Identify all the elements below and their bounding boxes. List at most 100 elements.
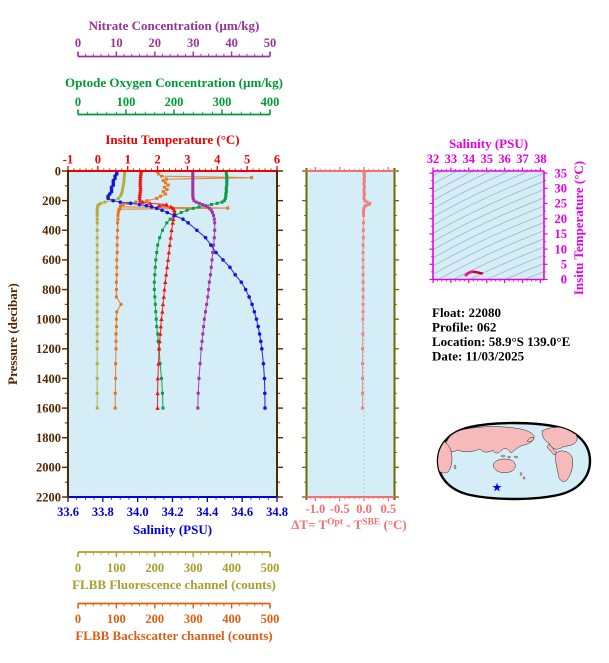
ts-temperature-axis-title: Insitu Temperature (°C): [571, 161, 586, 295]
salinity-tick-label: 34.2: [162, 505, 184, 519]
salinity-tick-label: 34.0: [127, 505, 149, 519]
delta-tick-label: -1.0: [306, 502, 326, 516]
backscatter-tick-label: 200: [145, 612, 164, 626]
nitrate-tick-label: 30: [187, 36, 200, 50]
temperature-tick-label: -1: [63, 153, 73, 167]
ts-temperature-tick-label: 25: [555, 197, 568, 211]
fluorescence-axis-title: FLBB Fluorescence channel (counts): [72, 577, 276, 592]
temperature-tick-label: 5: [244, 153, 250, 167]
delta-tick-label: 0.0: [356, 502, 372, 516]
island-new-zealand-south: [522, 476, 526, 480]
ts-profile-curve-upper: [464, 270, 474, 277]
fluorescence-tick-label: 200: [145, 561, 164, 575]
delta-tick-label: 0.5: [380, 502, 396, 516]
nitrate-tick-label: 0: [75, 36, 81, 50]
landmass-south-america: [555, 450, 574, 482]
temperature-tick-label: 1: [125, 153, 131, 167]
oxygen-tick-label: 400: [261, 95, 280, 109]
island-new-zealand-north: [519, 472, 523, 476]
island-new-guinea: [514, 455, 519, 459]
salinity-axis-title: Salinity (PSU): [133, 522, 212, 537]
ts-temperature-tick-label: 20: [555, 212, 568, 226]
pressure-tick-label: 400: [42, 224, 61, 238]
ts-plot-area: [433, 171, 544, 280]
island-madagascar: [453, 464, 457, 470]
salinity-tick-label: 34.6: [231, 505, 253, 519]
pressure-tick-label: 1400: [36, 372, 61, 386]
oxygen-tick-label: 300: [213, 95, 232, 109]
temperature-axis-title: Insitu Temperature (°C): [105, 132, 239, 147]
data-series-layer: [95, 169, 484, 410]
axes-layer: -1 0 1 2 3 4 5 633.6 33.8 34.0 34.2 34.4 34.6 34.8020…: [36, 36, 567, 626]
series-delta_t: [361, 170, 372, 410]
ts-temperature-tick-label: 30: [555, 182, 568, 196]
oxygen-tick-label: 200: [165, 95, 184, 109]
fluorescence-tick-label: 300: [184, 561, 203, 575]
date-line: Date: 11/03/2025: [432, 349, 525, 364]
pressure-axis-title: Pressure (decibar): [5, 283, 20, 385]
backscatter-tick-label: 100: [107, 612, 126, 626]
ts-salinity-axis-title: Salinity (PSU): [449, 136, 528, 151]
location-line: Location: 58.9°S 139.0°E: [432, 334, 570, 349]
ts-salinity-tick-label: 37: [516, 152, 529, 166]
island-indonesia-2: [507, 455, 511, 459]
nitrate-tick-label: 10: [110, 36, 123, 50]
ts-salinity-tick-label: 32: [427, 152, 440, 166]
pressure-tick-label: 1000: [36, 312, 61, 326]
backscatter-axis-title: FLBB Backscatter channel (counts): [75, 628, 272, 643]
pressure-tick-label: 1200: [36, 342, 61, 356]
delta-plot-area: [306, 171, 395, 497]
ts-temperature-tick-label: 35: [555, 166, 568, 180]
ts-salinity-tick-label: 38: [534, 152, 547, 166]
salinity-tick-label: 34.4: [196, 505, 219, 519]
oxygen-axis-title: Optode Oxygen Concentration (µm/kg): [65, 75, 283, 90]
temperature-tick-label: 2: [154, 153, 160, 167]
series-salinity: [106, 169, 267, 410]
ts-salinity-tick-label: 33: [445, 152, 458, 166]
series-nitrate: [191, 170, 217, 410]
pressure-tick-label: 600: [42, 253, 61, 267]
fluorescence-tick-label: 0: [75, 561, 81, 575]
pressure-tick-label: 200: [42, 194, 61, 208]
delta-tick-label: -0.5: [330, 502, 350, 516]
salinity-tick-label: 33.8: [92, 505, 114, 519]
ts-salinity-tick-label: 36: [498, 152, 511, 166]
backscatter-tick-label: 0: [75, 612, 81, 626]
salinity-tick-label: 34.8: [266, 505, 288, 519]
salinity-tick-label: 33.6: [57, 505, 79, 519]
ts-temperature-tick-label: 15: [555, 227, 568, 241]
landmass-australia: [493, 458, 516, 473]
landmass-central-america: [546, 443, 558, 456]
backscatter-tick-label: 400: [222, 612, 241, 626]
temperature-tick-label: 3: [184, 153, 190, 167]
oxygen-tick-label: 100: [117, 95, 136, 109]
temperature-tick-label: 0: [95, 153, 101, 167]
fluorescence-tick-label: 400: [222, 561, 241, 575]
profile-number-line: Profile: 062: [432, 320, 496, 335]
float-id-line: Float: 22080: [432, 305, 501, 320]
landmass-japan: [526, 436, 535, 443]
pressure-tick-label: 800: [42, 283, 61, 297]
pressure-tick-label: 0: [55, 164, 61, 178]
backscatter-tick-label: 500: [261, 612, 280, 626]
nitrate-tick-label: 40: [225, 36, 238, 50]
delta-axis-title: ΔT= TOpt - TSBE (°C): [291, 517, 407, 532]
oxygen-tick-label: 0: [75, 95, 81, 109]
landmass-eurasia: [445, 426, 535, 454]
nitrate-tick-label: 20: [149, 36, 162, 50]
fluorescence-tick-label: 500: [261, 561, 280, 575]
pressure-tick-label: 2000: [36, 461, 61, 475]
ts-temperature-tick-label: 10: [555, 242, 568, 256]
float-position-marker: [492, 482, 502, 492]
fluorescence-tick-label: 100: [107, 561, 126, 575]
ts-temperature-tick-label: 0: [561, 273, 567, 287]
map-landmasses: [438, 426, 583, 482]
nitrate-tick-label: 50: [264, 36, 277, 50]
temperature-tick-label: 6: [274, 153, 280, 167]
backscatter-tick-label: 300: [184, 612, 203, 626]
island-indonesia-1: [500, 454, 506, 458]
world-map: [436, 421, 592, 501]
ts-salinity-tick-label: 35: [480, 152, 493, 166]
